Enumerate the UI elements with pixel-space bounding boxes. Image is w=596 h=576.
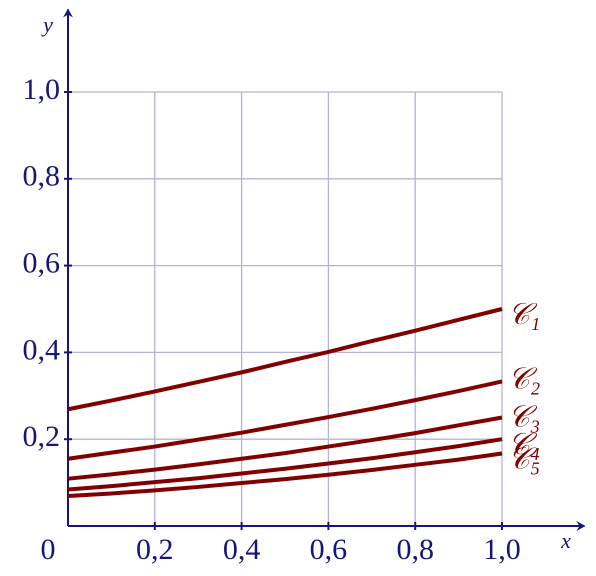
curve (67, 307, 503, 412)
y-axis-label: y (41, 12, 53, 37)
curve-label: 𝒞₄ (508, 428, 540, 461)
x-tick-label: 0 (41, 533, 56, 566)
curve (67, 437, 503, 492)
curve-label: 𝒞₃ (508, 400, 540, 433)
y-tick-label: 0,4 (23, 333, 61, 366)
x-tick-label: 0,4 (223, 533, 261, 566)
y-tick-label: 0,6 (23, 246, 61, 279)
curve (67, 379, 503, 461)
curve (67, 415, 503, 481)
curve-label: 𝒞₁ (508, 298, 540, 331)
x-tick-label: 0,2 (136, 533, 174, 566)
x-tick-label: 0,8 (396, 533, 434, 566)
curve-label: 𝒞₂ (508, 362, 540, 395)
curve-label: 𝒞₅ (508, 442, 540, 475)
curve (67, 451, 503, 499)
x-axis-label: x (560, 528, 571, 553)
x-tick-label: 0,6 (310, 533, 348, 566)
x-tick-label: 1,0 (483, 533, 521, 566)
y-tick-label: 0,2 (23, 420, 61, 453)
y-tick-label: 0,8 (23, 160, 61, 193)
y-tick-label: 1,0 (23, 73, 61, 106)
